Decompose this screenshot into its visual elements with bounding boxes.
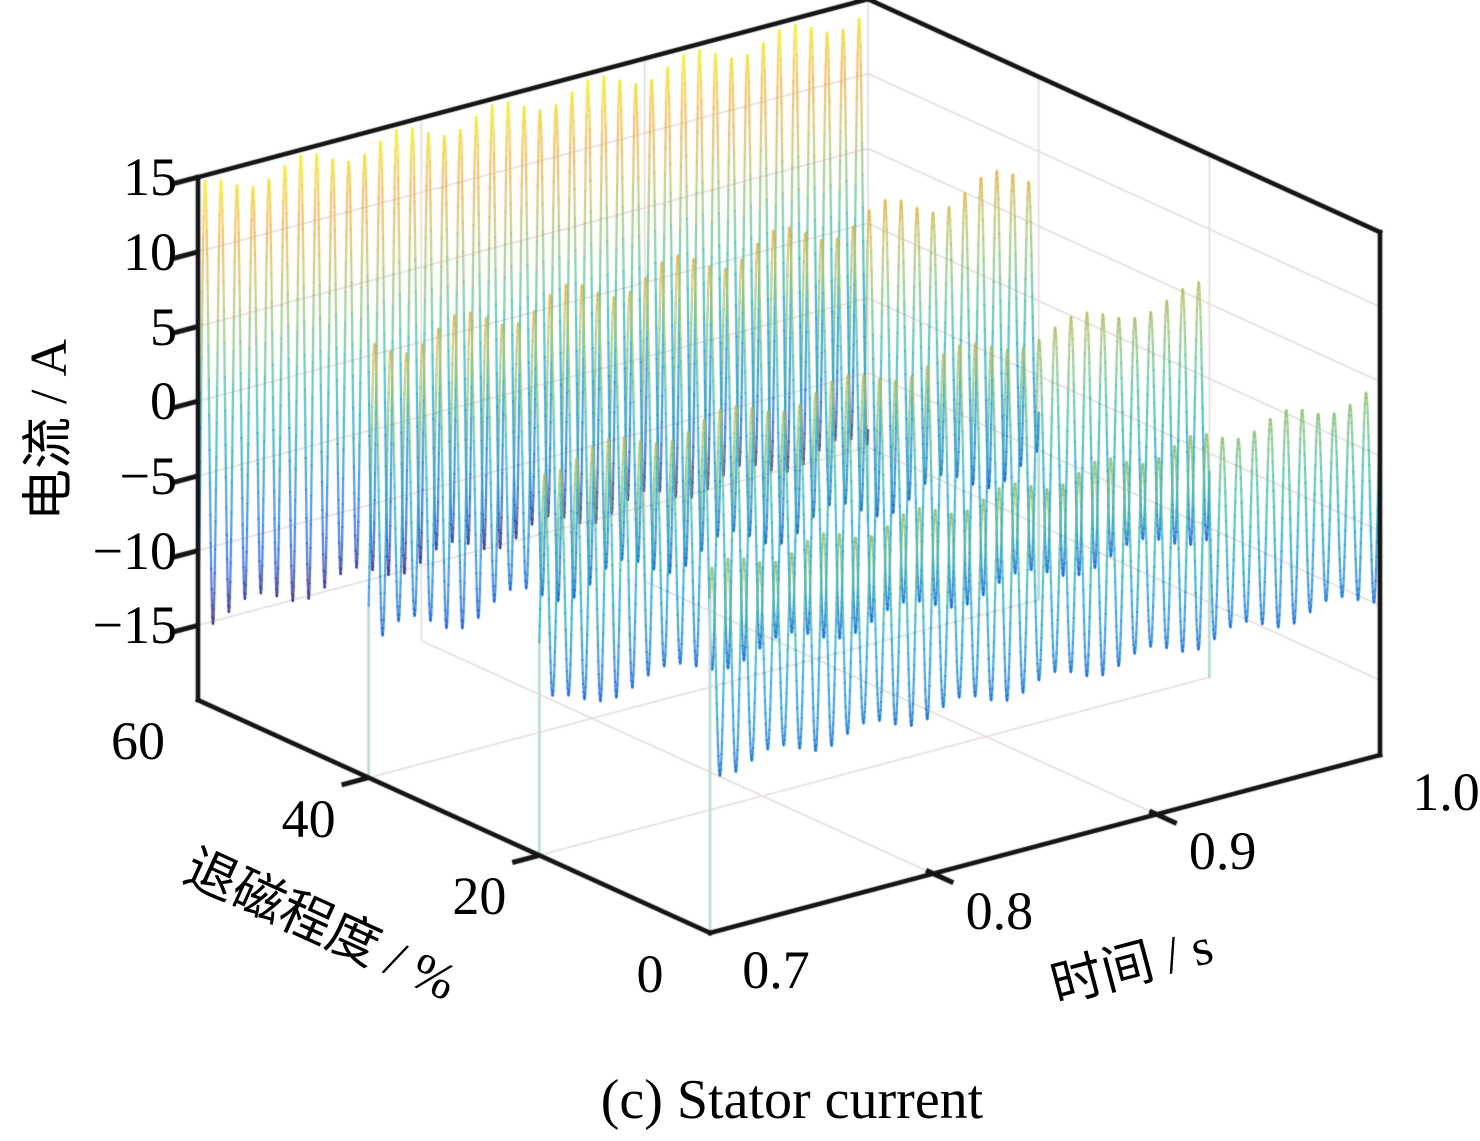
x-tick-label: 1.0 bbox=[1412, 762, 1480, 822]
z-tick-label: −5 bbox=[119, 445, 177, 506]
z-tick-label: 15 bbox=[123, 147, 177, 208]
x-tick-label: 0.7 bbox=[742, 940, 810, 1000]
y-tick-label: 60 bbox=[111, 711, 165, 771]
y-tick-label: 20 bbox=[452, 866, 507, 927]
z-tick-label: −10 bbox=[92, 520, 177, 581]
y-tick-label: 40 bbox=[281, 788, 336, 849]
figure-caption: (c) Stator current bbox=[600, 1069, 984, 1131]
z-axis-title-current: 电流 / A bbox=[21, 338, 78, 522]
x-tick-label: 0.9 bbox=[1188, 821, 1257, 882]
z-tick-label: 0 bbox=[150, 371, 177, 432]
z-tick-label: 5 bbox=[150, 296, 177, 357]
x-tick-label: 0.8 bbox=[965, 880, 1034, 941]
z-tick-label: 10 bbox=[123, 221, 177, 282]
y-tick-label: 0 bbox=[636, 944, 664, 1004]
z-tick-label: −15 bbox=[92, 595, 177, 656]
